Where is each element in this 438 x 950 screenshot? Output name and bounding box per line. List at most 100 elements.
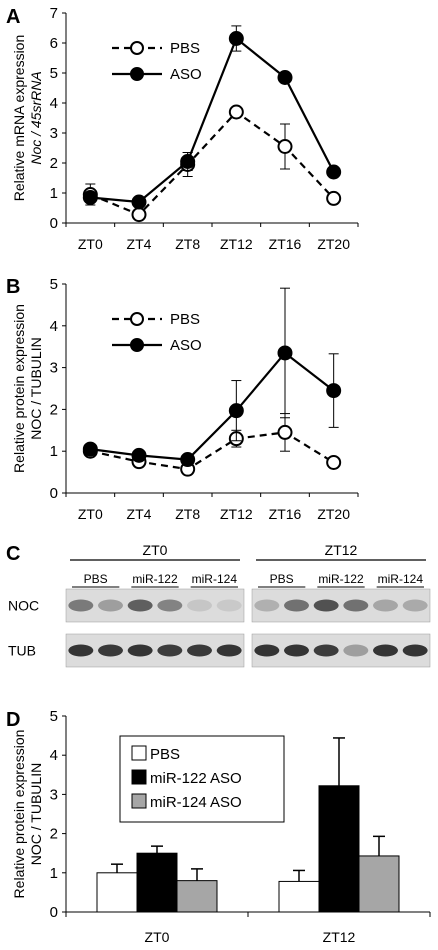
y-tick-label: 3: [50, 360, 58, 377]
lane-label: miR-124: [192, 572, 238, 586]
x-tick-label: ZT0: [78, 506, 103, 522]
y-axis-title: Relative protein expression: [11, 304, 27, 473]
x-tick-label: ZT12: [220, 506, 253, 522]
data-point-aso: [277, 70, 293, 85]
blot-membrane: [65, 588, 245, 623]
panel-b: B Relative protein expression NOC / TUBULI…: [6, 276, 359, 522]
y-tick-label: 0: [50, 215, 58, 232]
x-tick-label: ZT8: [175, 236, 200, 252]
blot-band: [313, 644, 339, 657]
legend-label: PBS: [150, 746, 180, 763]
legend-label: PBS: [170, 311, 200, 328]
x-tick-label: ZT12: [220, 236, 253, 252]
x-tick-label: ZT4: [127, 506, 152, 522]
bar-pbs: [96, 872, 138, 913]
bar-mir-124-aso: [358, 855, 400, 913]
lane-label: PBS: [84, 572, 108, 586]
x-tick-label: ZT16: [269, 236, 302, 252]
blot-band: [187, 599, 212, 612]
data-point-aso: [131, 194, 147, 210]
group-label: ZT0: [143, 542, 168, 558]
blot-band: [402, 599, 428, 612]
bar-mir-122-aso: [318, 785, 360, 913]
blot-band: [187, 644, 212, 657]
blot-band: [313, 599, 339, 612]
y-tick-label: 6: [50, 35, 58, 52]
bar-pbs: [278, 880, 320, 913]
lane-label: PBS: [270, 572, 294, 586]
x-tick-label: ZT12: [323, 929, 356, 945]
data-point-pbs: [277, 424, 293, 440]
bar-mir-122-aso: [136, 852, 178, 913]
x-tick-label: ZT0: [78, 236, 103, 252]
data-point-pbs: [131, 207, 147, 223]
blot-band: [343, 599, 369, 612]
y-tick-label: 4: [50, 747, 58, 764]
legend-swatch: [131, 793, 147, 809]
y-tick-label: 0: [50, 485, 58, 502]
panel-label: A: [6, 6, 20, 28]
data-point-pbs: [326, 454, 342, 470]
x-tick-label: ZT16: [269, 506, 302, 522]
legend-swatch: [131, 745, 147, 761]
y-tick-label: 7: [50, 5, 58, 22]
lane-label: miR-122: [318, 572, 364, 586]
data-point-pbs: [326, 190, 342, 206]
y-tick-label: 2: [50, 401, 58, 418]
y-tick-label: 5: [50, 65, 58, 82]
y-tick-label: 1: [50, 865, 58, 882]
series-line-pbs: [90, 431, 335, 471]
y-tick-label: 4: [50, 318, 58, 335]
blot-band: [216, 644, 242, 657]
y-axis-title: NOC / TUBULIN: [28, 763, 44, 865]
y-tick-label: 1: [50, 443, 58, 460]
blot-band: [216, 599, 242, 612]
series-line-pbs: [89, 110, 335, 216]
panel-a: A Relative mRNA expression Noc / 45srRNA 0 1…: [6, 5, 359, 252]
lane-label: miR-122: [132, 572, 178, 586]
x-tick-label: ZT20: [317, 236, 350, 252]
blot-band: [127, 599, 153, 612]
blot-band: [98, 644, 123, 657]
group-label: ZT12: [325, 542, 358, 558]
legend-marker: [130, 338, 144, 352]
y-tick-label: 1: [50, 185, 58, 202]
blot-band: [373, 599, 398, 612]
blot-membrane: [65, 633, 245, 668]
y-tick-label: 2: [50, 155, 58, 172]
blot-band: [284, 644, 309, 657]
blot-band: [157, 644, 183, 657]
blot-row-label: NOC: [8, 598, 39, 614]
legend-label: ASO: [170, 337, 202, 354]
data-point-aso: [277, 345, 293, 361]
blot-band: [68, 644, 94, 657]
data-point-aso: [326, 383, 342, 399]
x-tick-label: ZT20: [317, 506, 350, 522]
blot-membrane: [251, 588, 431, 623]
y-axis-title: Relative protein expression: [11, 730, 27, 899]
blot-band: [68, 599, 94, 612]
legend-marker: [130, 41, 144, 55]
series-line-aso: [90, 351, 335, 461]
data-point-pbs: [228, 104, 244, 120]
y-axis-title: Noc / 45srRNA: [28, 71, 44, 164]
blot-membrane: [251, 633, 431, 668]
y-tick-label: 2: [50, 826, 58, 843]
y-tick-label: 4: [50, 95, 58, 112]
y-tick-label: 3: [50, 786, 58, 803]
panel-c: C ZT0 PBS miR-122 miR-124 ZT12 PBS miR-122 miR-1…: [6, 542, 431, 668]
x-tick-label: ZT8: [175, 506, 200, 522]
x-tick-label: ZT4: [127, 236, 152, 252]
data-point-pbs: [277, 139, 293, 154]
panel-label: C: [6, 543, 20, 565]
blot-row-label: TUB: [8, 643, 36, 659]
legend-marker: [130, 312, 144, 326]
y-tick-label: 0: [50, 904, 58, 921]
blot-band: [254, 599, 280, 612]
panel-label: B: [6, 276, 20, 298]
data-point-aso: [228, 403, 244, 419]
blot-band: [402, 644, 428, 657]
data-point-aso: [228, 31, 244, 46]
